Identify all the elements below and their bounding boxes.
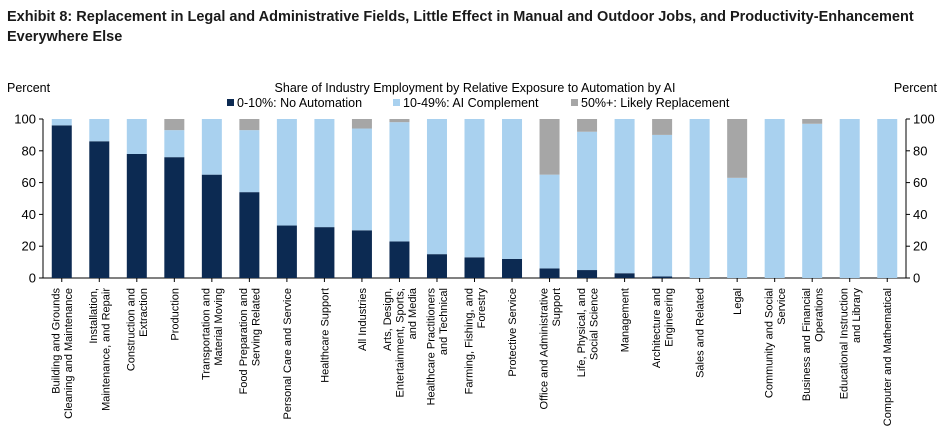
legend-label: 50%+: Likely Replacement [581,96,730,110]
bar-segment [652,119,673,135]
x-tick-label: Healthcare Support [319,288,331,383]
x-tick-label: Community and SocialService [763,288,788,398]
bar-segment [539,268,560,278]
bar-segment [89,141,110,278]
x-tick-label: Architecture andEngineering [651,288,676,368]
bar-segment [389,119,410,123]
x-tick-label: Business and FinancialOperations [801,288,826,402]
y-tick-label-left: 100 [14,112,36,127]
bar-segment [351,128,372,231]
bar-segment [502,119,523,259]
y-tick-label-right: 40 [913,207,927,222]
bar-segment [764,119,785,278]
bar-segment [164,119,185,131]
bar-segment [614,273,635,278]
bar-segment [389,241,410,278]
bar-segment [577,270,598,278]
bar-segment [51,125,72,278]
y-tick-label-right: 60 [913,175,927,190]
y-tick-label-right: 100 [913,112,935,127]
bar-segment [89,119,110,142]
x-tick-label: Healthcare Practitionersand Technical [426,288,451,406]
y-tick-label-right: 0 [913,271,920,286]
y-tick-label-right: 20 [913,239,927,254]
bar-segment [802,119,823,124]
bar-segment [689,119,710,278]
exhibit-title: Exhibit 8: Replacement in Legal and Admi… [7,9,914,45]
bar-segment [201,174,222,278]
legend: 0-10%: No Automation 10-49%: AI Complemen… [227,96,730,110]
bar-segment [239,119,260,131]
y-axis-label-left: Percent [7,81,51,95]
bar-segment [652,134,673,277]
x-tick-label: Legal [732,288,744,315]
bar-segment [164,130,185,158]
legend-swatch [393,99,400,106]
bar-segment [652,276,673,278]
bar-segment [877,119,898,278]
y-tick-label-right: 80 [913,143,927,158]
x-tick-label: Production [169,288,181,341]
bar-segment [727,119,748,178]
x-tick-label: Farming, Fishing, andForestry [463,288,488,395]
legend-label: 10-49%: AI Complement [403,96,539,110]
x-tick-label: Protective Service [507,288,519,377]
bar-segment [727,177,748,278]
bar-segment [389,122,410,242]
bar-segment [126,119,147,154]
x-tick-label: Management [620,288,632,352]
x-tick-label: Sales and Related [695,288,707,378]
bar-segment [239,192,260,278]
bar-segment [239,130,260,193]
bar-segment [351,230,372,278]
bar-segment [126,153,147,278]
bar-segment [539,119,560,175]
y-tick-label-left: 80 [22,143,36,158]
bar-segment [276,225,297,278]
legend-swatch [571,99,578,106]
x-tick-label: Construction andExtraction [126,288,151,371]
x-tick-label: Life, Physical, andSocial Science [576,288,601,377]
bar-segment [51,119,72,126]
legend-swatch [227,99,234,106]
bar-segment [426,119,447,255]
bar-segment [539,174,560,269]
y-tick-label-left: 20 [22,239,36,254]
x-tick-label: Office and AdministrativeSupport [538,288,563,409]
legend-label: 0-10%: No Automation [237,96,362,110]
x-tick-label: Food Preparation andServing Related [238,288,263,394]
x-tick-label: Building and GroundsCleaning and Mainten… [51,288,76,419]
x-tick-label: Educational Instructionand Library [839,288,864,400]
x-tick-label: Transportation andMaterial Moving [201,288,226,380]
x-tick-label: Personal Care and Service [282,288,294,419]
bar-segment [314,119,335,228]
plot-area: 0 0 20 20 40 40 60 60 80 80 100 100 Building and Gro… [14,112,934,427]
chart-title: Share of Industry Employment by Relative… [275,81,676,95]
y-tick-label-left: 0 [29,271,36,286]
bar-segment [201,119,222,175]
y-axis-label-right: Percent [894,81,938,95]
bar-segment [577,119,598,132]
bar-segment [502,258,523,278]
bar-segment [614,119,635,274]
bar-segment [164,157,185,278]
bar-segment [802,123,823,279]
bar-segment [314,227,335,278]
x-tick-label: Installation,Maintenance, and Repair [88,288,113,411]
x-tick-label: Arts, Design,Entertainment, Sports,and M… [382,287,419,397]
y-tick-label-left: 60 [22,175,36,190]
bar-segment [464,257,485,278]
bar-segment [426,254,447,278]
y-tick-label-left: 40 [22,207,36,222]
bar-segment [351,119,372,129]
bar-segment [839,119,860,278]
x-tick-label: All Industries [357,288,369,351]
x-tick-label: Computer and Mathematical [882,288,894,426]
bar-segment [464,119,485,258]
bar-segment [276,119,297,226]
bar-segment [577,131,598,271]
